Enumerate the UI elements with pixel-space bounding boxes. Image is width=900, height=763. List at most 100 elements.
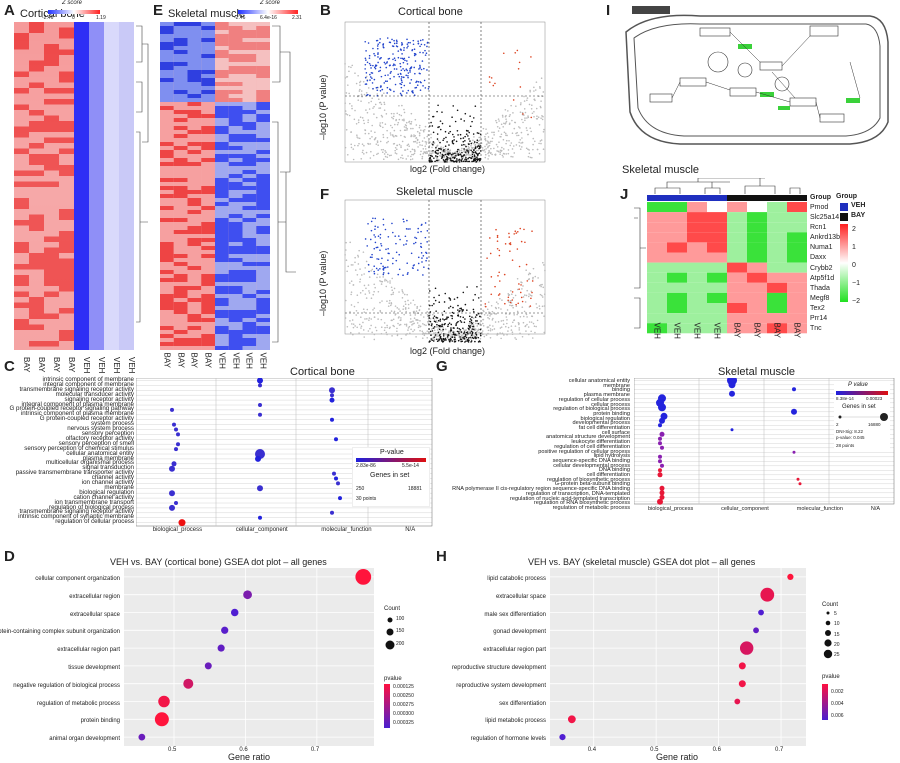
volcano-point-grey xyxy=(479,322,481,324)
hm-e-cell xyxy=(228,38,243,42)
volcano-point-grey xyxy=(473,142,475,145)
volcano-point-grey xyxy=(504,132,507,135)
c-term-20: channel activity xyxy=(91,474,134,482)
hm-e-cell xyxy=(242,254,257,258)
volcano-point-red xyxy=(489,237,491,239)
g-term-4: regulation of cellular process xyxy=(558,396,630,403)
hm-e-cell xyxy=(173,270,188,274)
volcano-point-black xyxy=(449,299,452,301)
hm-e-cell xyxy=(173,218,188,222)
volcano-point-red xyxy=(518,61,521,64)
volcano-point-grey xyxy=(345,76,348,78)
volcano-point-blue xyxy=(382,46,385,48)
volcano-point-grey xyxy=(373,316,376,318)
volcano-point-black xyxy=(446,141,448,143)
hm-e-cell xyxy=(242,334,257,338)
volcano-point-grey xyxy=(430,152,433,155)
volcano-point-blue xyxy=(386,86,389,89)
volcano-point-black xyxy=(448,307,450,309)
volcano-point-grey xyxy=(368,317,371,319)
volcano-point-black xyxy=(470,319,473,322)
volcano-point-blue xyxy=(400,86,403,89)
volcano-point-black xyxy=(465,133,468,135)
volcano-point-black xyxy=(453,336,456,339)
volcano-point-grey xyxy=(412,299,415,302)
volcano-point-red xyxy=(503,273,506,276)
volcano-point-grey xyxy=(503,122,505,125)
volcano-point-black xyxy=(448,132,450,135)
volcano-point-grey xyxy=(497,302,499,305)
hm-e-cell xyxy=(256,82,270,86)
volcano-point-blue xyxy=(379,267,381,270)
volcano-point-grey xyxy=(501,154,504,157)
hm-e-cell xyxy=(256,46,270,50)
hm-e-cell xyxy=(187,102,202,106)
volcano-point-black xyxy=(472,160,475,163)
volcano-point-blue xyxy=(402,68,404,70)
volcano-point-black xyxy=(445,339,447,341)
volcano-point-grey xyxy=(399,310,401,312)
volcano-point-grey xyxy=(435,333,438,336)
volcano-point-blue xyxy=(424,236,427,239)
volcano-point-grey xyxy=(535,107,538,110)
hm-e-cell xyxy=(242,198,257,202)
hm-e-cell xyxy=(187,38,202,42)
volcano-point-grey xyxy=(512,306,514,309)
gsea-dot-8 xyxy=(154,712,169,727)
volcano-point-grey xyxy=(401,290,404,293)
panel-h-title: VEH vs. BAY (skeletal muscle) GSEA dot p… xyxy=(528,557,756,567)
volcano-point-grey xyxy=(419,325,422,328)
panel-d-title: VEH vs. BAY (cortical bone) GSEA dot plo… xyxy=(110,557,327,567)
hm-e-cell xyxy=(256,286,270,290)
volcano-point-grey xyxy=(388,299,391,302)
hm-e-cell xyxy=(228,94,243,98)
volcano-point-blue xyxy=(384,266,387,269)
volcano-point-blue xyxy=(403,76,405,79)
hm-e-cell xyxy=(242,158,257,162)
hm-j-cell xyxy=(787,232,807,243)
volcano-point-grey xyxy=(501,114,504,117)
volcano-point-grey xyxy=(381,116,384,118)
volcano-point-grey xyxy=(540,142,542,145)
hm-e-cell xyxy=(228,58,243,62)
volcano-point-grey xyxy=(359,281,361,283)
volcano-point-blue xyxy=(388,41,391,44)
g-term-21: regulation of biosynthetic process xyxy=(546,476,630,483)
volcano-point-blue xyxy=(364,238,367,240)
volcano-point-black xyxy=(443,319,446,321)
volcano-point-grey xyxy=(407,299,409,302)
c-term-3: molecular transducer activity xyxy=(55,390,134,398)
c-pmax: 5.5e-14 xyxy=(402,463,419,469)
volcano-point-grey xyxy=(345,259,348,262)
volcano-point-black xyxy=(468,315,471,318)
volcano-point-grey xyxy=(495,313,498,315)
volcano-point-grey xyxy=(519,138,522,141)
volcano-point-grey xyxy=(352,284,355,286)
hm-a-cell xyxy=(14,137,29,143)
volcano-point-blue xyxy=(377,53,379,56)
volcano-point-blue xyxy=(364,76,367,79)
volcano-point-grey xyxy=(392,293,394,295)
hm-e-cell xyxy=(160,90,174,94)
volcano-point-grey xyxy=(486,314,489,316)
panel-letter-f: F xyxy=(320,186,330,203)
volcano-point-grey xyxy=(488,155,490,157)
hm-a-cell xyxy=(59,66,74,72)
hm-e-cell xyxy=(256,306,270,310)
volcano-point-grey xyxy=(465,329,467,331)
hm-a-cell xyxy=(29,231,44,237)
hm-e-cell xyxy=(187,310,202,314)
gsea-tick-0: 0.4 xyxy=(587,747,597,753)
hm-e-cell xyxy=(256,234,270,238)
c-cat-1: cellular_component xyxy=(235,527,288,533)
volcano-point-grey xyxy=(514,121,517,124)
volcano-point-grey xyxy=(436,325,439,327)
hm-e-cell xyxy=(242,102,257,106)
hm-e-cell xyxy=(173,22,188,26)
volcano-point-blue xyxy=(407,72,410,74)
volcano-point-grey xyxy=(381,151,384,153)
hm-j-cell xyxy=(707,272,727,283)
volcano-point-black xyxy=(439,148,441,150)
hm-e-cell xyxy=(256,282,270,286)
volcano-point-black xyxy=(441,325,444,327)
